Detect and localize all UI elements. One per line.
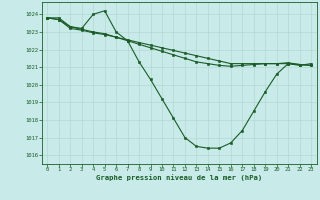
X-axis label: Graphe pression niveau de la mer (hPa): Graphe pression niveau de la mer (hPa) bbox=[96, 175, 262, 181]
